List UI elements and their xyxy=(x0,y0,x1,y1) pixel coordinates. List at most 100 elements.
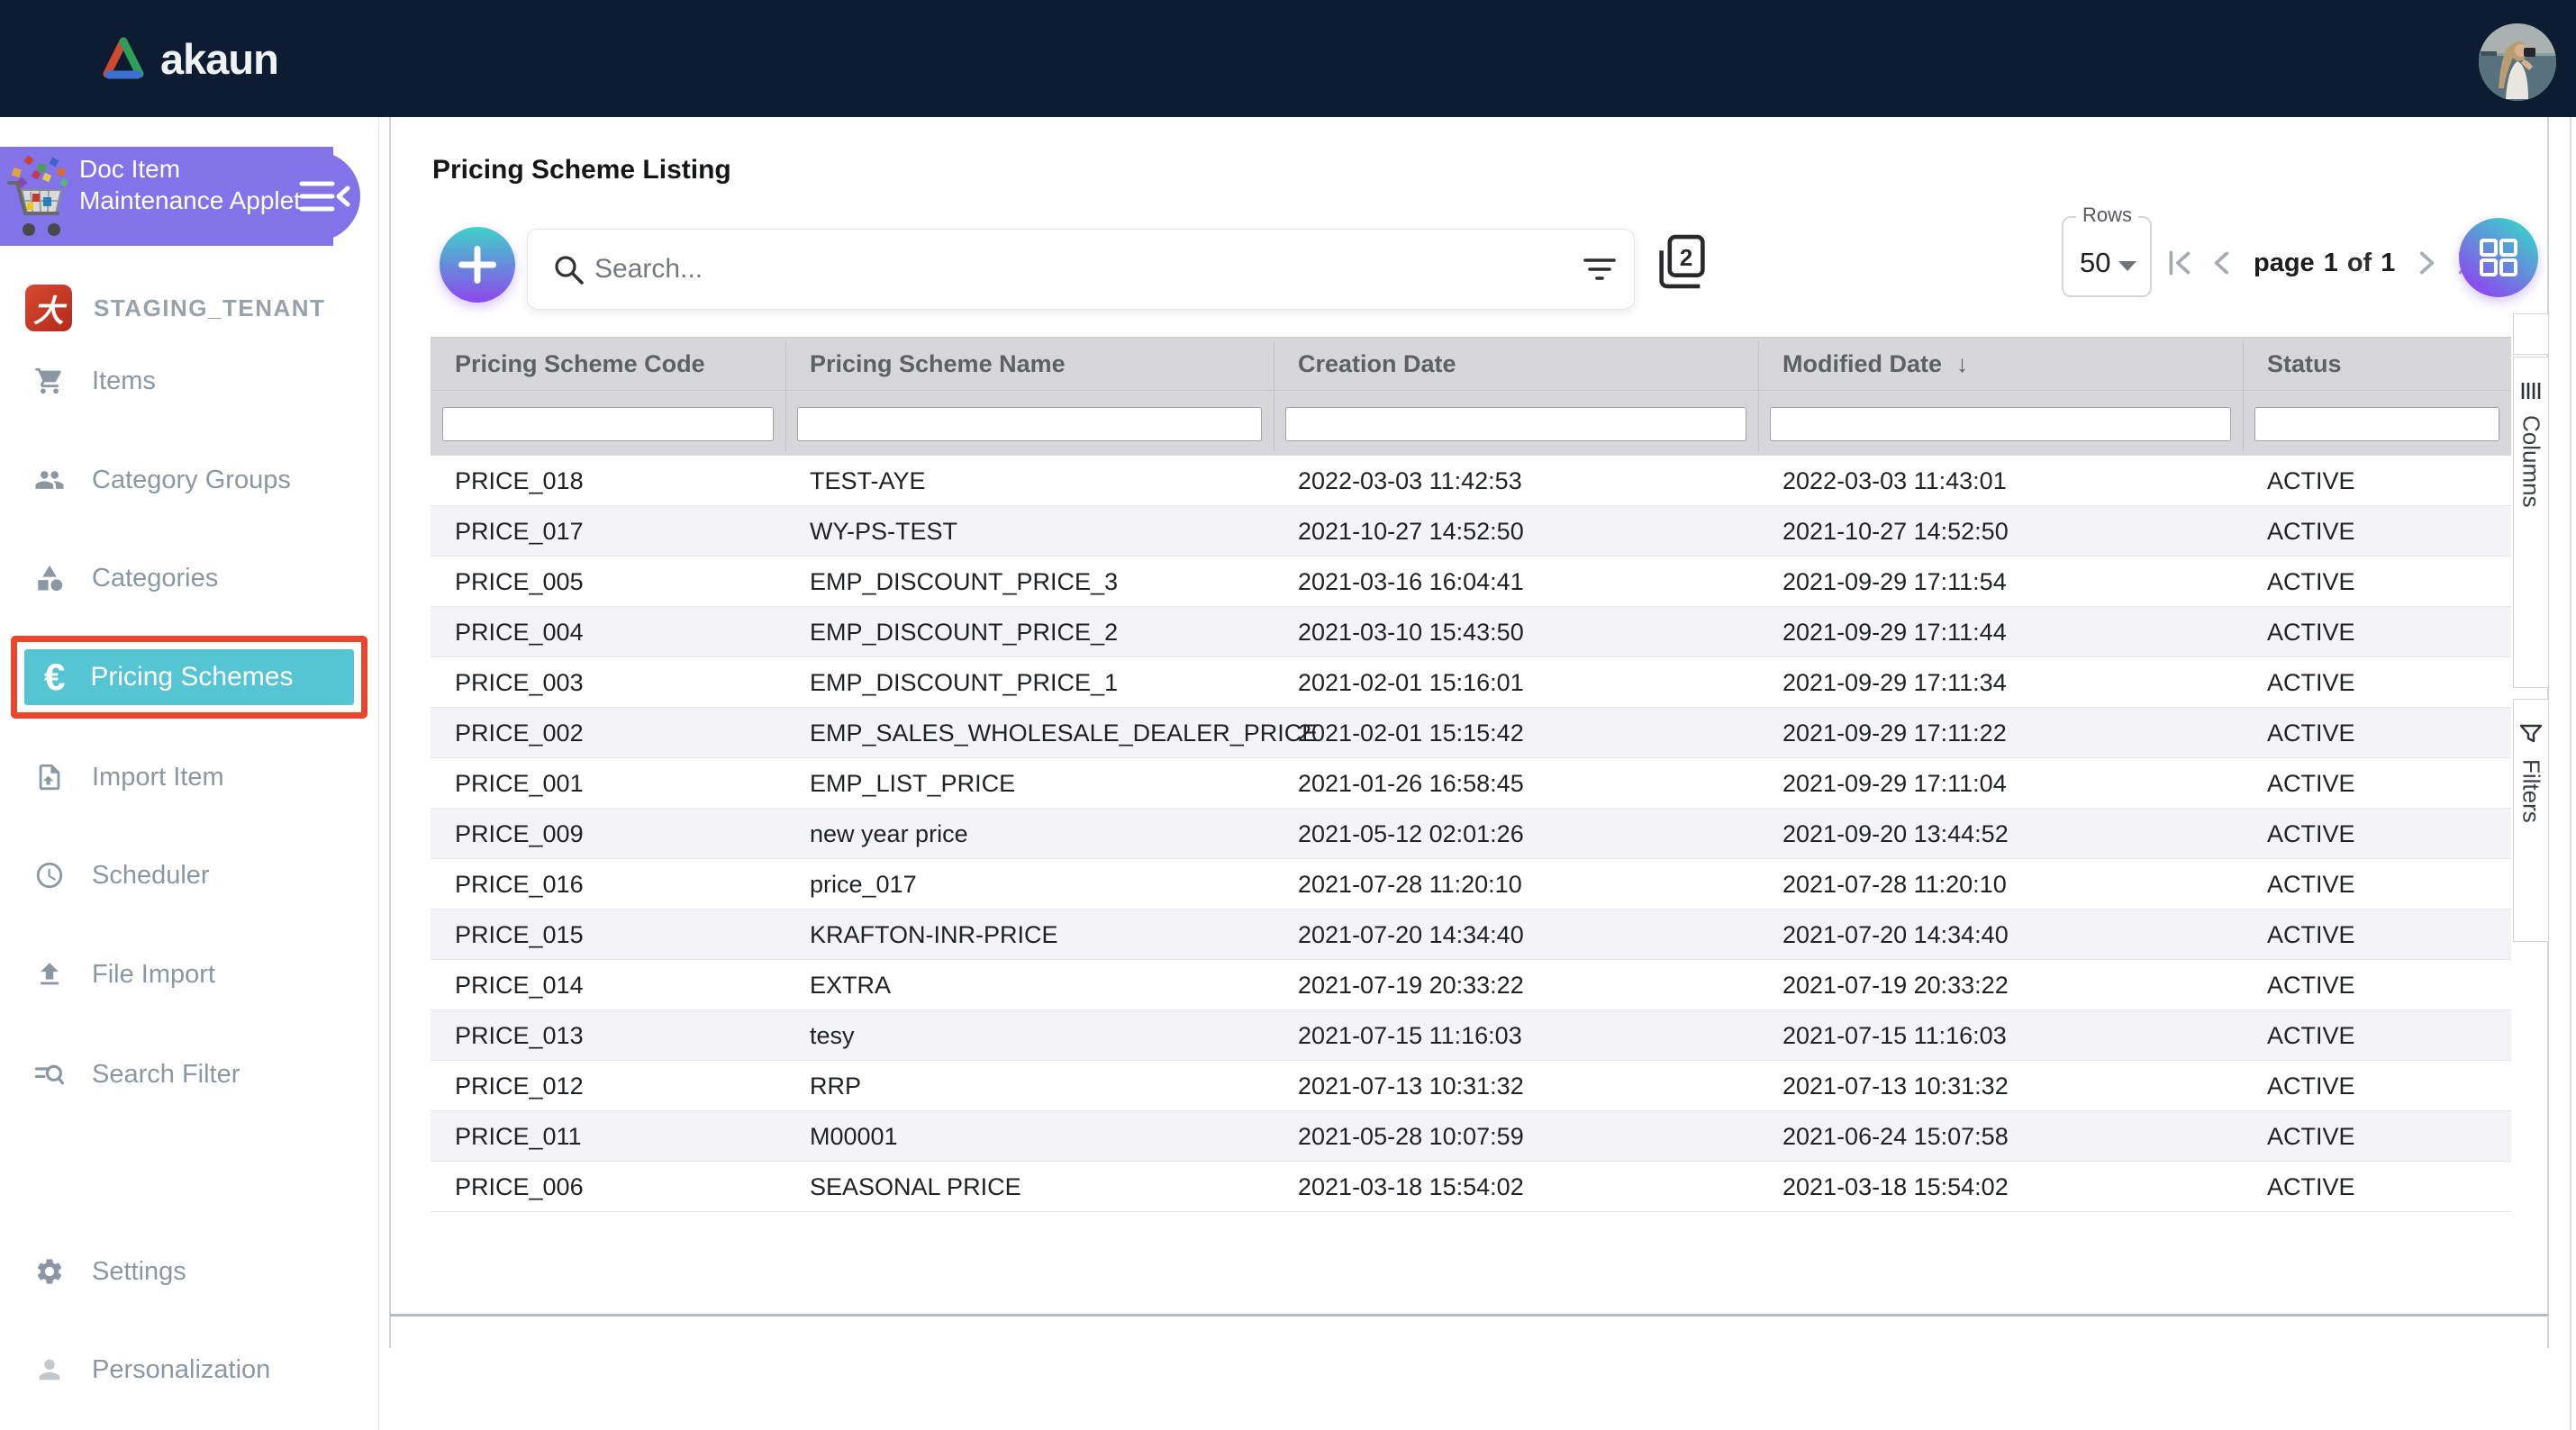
prev-page-button[interactable] xyxy=(2207,248,2237,278)
table-row[interactable]: PRICE_018 TEST-AYE 2022-03-03 11:42:53 2022… xyxy=(431,456,2511,506)
search-bar xyxy=(527,229,1635,310)
table-row[interactable]: PRICE_006 SEASONAL PRICE 2021-03-18 15:54:… xyxy=(431,1162,2511,1212)
brand[interactable]: akaun xyxy=(101,0,279,117)
cart-icon xyxy=(35,367,61,394)
filter-input-modified-date[interactable] xyxy=(1770,407,2231,441)
sidebar-item-scheduler[interactable]: Scheduler xyxy=(0,850,378,901)
column-header-pricing-scheme-code[interactable]: Pricing Scheme Code xyxy=(431,338,785,390)
column-header-label: Modified Date xyxy=(1782,350,1943,377)
table-row[interactable]: PRICE_017 WY-PS-TEST 2021-10-27 14:52:50 20… xyxy=(431,506,2511,557)
table-row[interactable]: PRICE_001 EMP_LIST_PRICE 2021-01-26 16:58:… xyxy=(431,758,2511,809)
table-cell: 2021-09-20 13:44:52 xyxy=(1782,820,2009,847)
column-header-label: Pricing Scheme Name xyxy=(810,350,1066,377)
tenant-glyph: 大 xyxy=(33,294,64,329)
table-row[interactable]: PRICE_014 EXTRA 2021-07-19 20:33:22 2021-07… xyxy=(431,960,2511,1010)
tenant-row[interactable]: 大 STAGING_TENANT xyxy=(0,281,378,335)
table-row[interactable]: PRICE_002 EMP_SALES_WHOLESALE_DEALER_PRIC… xyxy=(431,708,2511,758)
sidebar-item-label: Categories xyxy=(92,563,219,593)
sidebar-item-pricing-schemes[interactable]: € Pricing Schemes xyxy=(24,649,354,705)
sidebar-item-file-import[interactable]: File Import xyxy=(0,949,378,1000)
pages-icon[interactable]: 2 xyxy=(1655,234,1706,292)
rows-label: Rows xyxy=(2076,204,2139,227)
page-title: Pricing Scheme Listing xyxy=(432,155,731,185)
table-cell: 2021-07-20 14:34:40 xyxy=(1298,921,1524,948)
table-cell: new year price xyxy=(810,820,968,847)
table-cell: 2021-07-19 20:33:22 xyxy=(1782,972,2009,999)
tab-columns[interactable]: Columns xyxy=(2513,357,2549,688)
table-cell: PRICE_017 xyxy=(455,518,584,545)
sidebar: Doc Item Maintenance Applet 大 STAGING_TE… xyxy=(0,117,379,1430)
filter-input-status[interactable] xyxy=(2254,407,2499,441)
pages-icon-number: 2 xyxy=(1680,246,1692,271)
table-cell: 2021-02-01 15:16:01 xyxy=(1298,669,1524,696)
table-cell: 2021-05-12 02:01:26 xyxy=(1298,820,1524,847)
filter-input-creation-date[interactable] xyxy=(1285,407,1746,441)
table-row[interactable]: PRICE_016 price_017 2021-07-28 11:20:10 202… xyxy=(431,859,2511,910)
table-cell: 2021-09-29 17:11:44 xyxy=(1782,619,2007,646)
table-cell: PRICE_006 xyxy=(455,1173,584,1200)
sidebar-item-personalization[interactable]: Personalization xyxy=(0,1344,378,1395)
column-header-pricing-scheme-name[interactable]: Pricing Scheme Name xyxy=(785,338,1274,390)
table-cell: ACTIVE xyxy=(2267,1173,2355,1200)
chevron-down-icon xyxy=(2118,261,2136,271)
table-row[interactable]: PRICE_003 EMP_DISCOUNT_PRICE_1 2021-02-01 … xyxy=(431,657,2511,708)
table-cell: KRAFTON-INR-PRICE xyxy=(810,921,1058,948)
sidebar-item-settings[interactable]: Settings xyxy=(0,1246,378,1297)
table-cell: EMP_DISCOUNT_PRICE_3 xyxy=(810,568,1119,595)
table-cell: ACTIVE xyxy=(2267,568,2355,595)
table-row[interactable]: PRICE_013 tesy 2021-07-15 11:16:03 2021-07-… xyxy=(431,1010,2511,1061)
sidebar-item-label: Search Filter xyxy=(92,1059,240,1089)
table-cell: ACTIVE xyxy=(2267,921,2355,948)
group-icon xyxy=(35,471,64,489)
table-row[interactable]: PRICE_015 KRAFTON-INR-PRICE 2021-07-20 14:… xyxy=(431,910,2511,960)
content-card-left-border xyxy=(389,117,391,1348)
first-page-button[interactable] xyxy=(2165,248,2196,278)
table-row[interactable]: PRICE_004 EMP_DISCOUNT_PRICE_2 2021-03-10 … xyxy=(431,607,2511,657)
sidebar-item-import-item[interactable]: Import Item xyxy=(0,752,378,802)
filter-input-pricing-scheme-code[interactable] xyxy=(442,407,774,441)
column-header-modified-date[interactable]: Modified Date ↓ xyxy=(1758,338,2243,390)
table-cell: 2021-10-27 14:52:50 xyxy=(1782,518,2009,545)
column-header-creation-date[interactable]: Creation Date xyxy=(1274,338,1758,390)
table-cell: PRICE_012 xyxy=(455,1072,584,1100)
table-cell: PRICE_005 xyxy=(455,568,584,595)
settings-icon xyxy=(37,1259,62,1284)
column-divider xyxy=(785,340,786,452)
columns-icon xyxy=(2521,383,2541,399)
file-import-icon xyxy=(41,963,59,985)
grid-view-button[interactable] xyxy=(2459,218,2538,297)
page-scrollbar[interactable] xyxy=(2570,117,2571,1430)
column-header-status[interactable]: Status xyxy=(2243,338,2511,390)
table-cell: 2021-07-28 11:20:10 xyxy=(1782,871,2007,898)
table-cell: ACTIVE xyxy=(2267,1072,2355,1100)
sidebar-item-search-filter[interactable]: Search Filter xyxy=(0,1049,378,1100)
avatar[interactable] xyxy=(2479,23,2556,101)
search-icon xyxy=(555,256,584,285)
table-cell: PRICE_014 xyxy=(455,972,584,999)
tenant-logo-icon: 大 xyxy=(25,285,72,331)
add-button[interactable] xyxy=(440,227,515,303)
tab-filters[interactable]: Filters xyxy=(2513,699,2549,942)
table-cell: ACTIVE xyxy=(2267,619,2355,646)
table-row[interactable]: PRICE_005 EMP_DISCOUNT_PRICE_3 2021-03-16 … xyxy=(431,557,2511,607)
sidebar-item-label: Personalization xyxy=(92,1354,271,1384)
table-row[interactable]: PRICE_011 M00001 2021-05-28 10:07:59 2021-0… xyxy=(431,1111,2511,1162)
table-row[interactable]: PRICE_012 RRP 2021-07-13 10:31:32 2021-07-1… xyxy=(431,1061,2511,1111)
table-cell: PRICE_001 xyxy=(455,770,584,797)
filter-icon[interactable] xyxy=(1580,255,1619,285)
sidebar-item-items[interactable]: Items xyxy=(0,356,378,406)
collapse-sidebar-icon[interactable] xyxy=(299,176,351,216)
search-input[interactable] xyxy=(593,237,1542,302)
sidebar-item-categories[interactable]: Categories xyxy=(0,553,378,603)
filter-input-pricing-scheme-name[interactable] xyxy=(797,407,1262,441)
sidebar-item-category-groups[interactable]: Category Groups xyxy=(0,455,378,505)
table-cell: EMP_DISCOUNT_PRICE_2 xyxy=(810,619,1119,646)
next-page-button[interactable] xyxy=(2411,248,2442,278)
side-tab-cap xyxy=(2513,313,2549,355)
table-cell: 2021-09-29 17:11:22 xyxy=(1782,720,2007,747)
table-row[interactable]: PRICE_009 new year price 2021-05-12 02:01:… xyxy=(431,809,2511,859)
table-cell: 2021-07-19 20:33:22 xyxy=(1298,972,1524,999)
table-cell: 2021-07-13 10:31:32 xyxy=(1782,1072,2009,1100)
sort-desc-icon: ↓ xyxy=(1956,350,1969,377)
